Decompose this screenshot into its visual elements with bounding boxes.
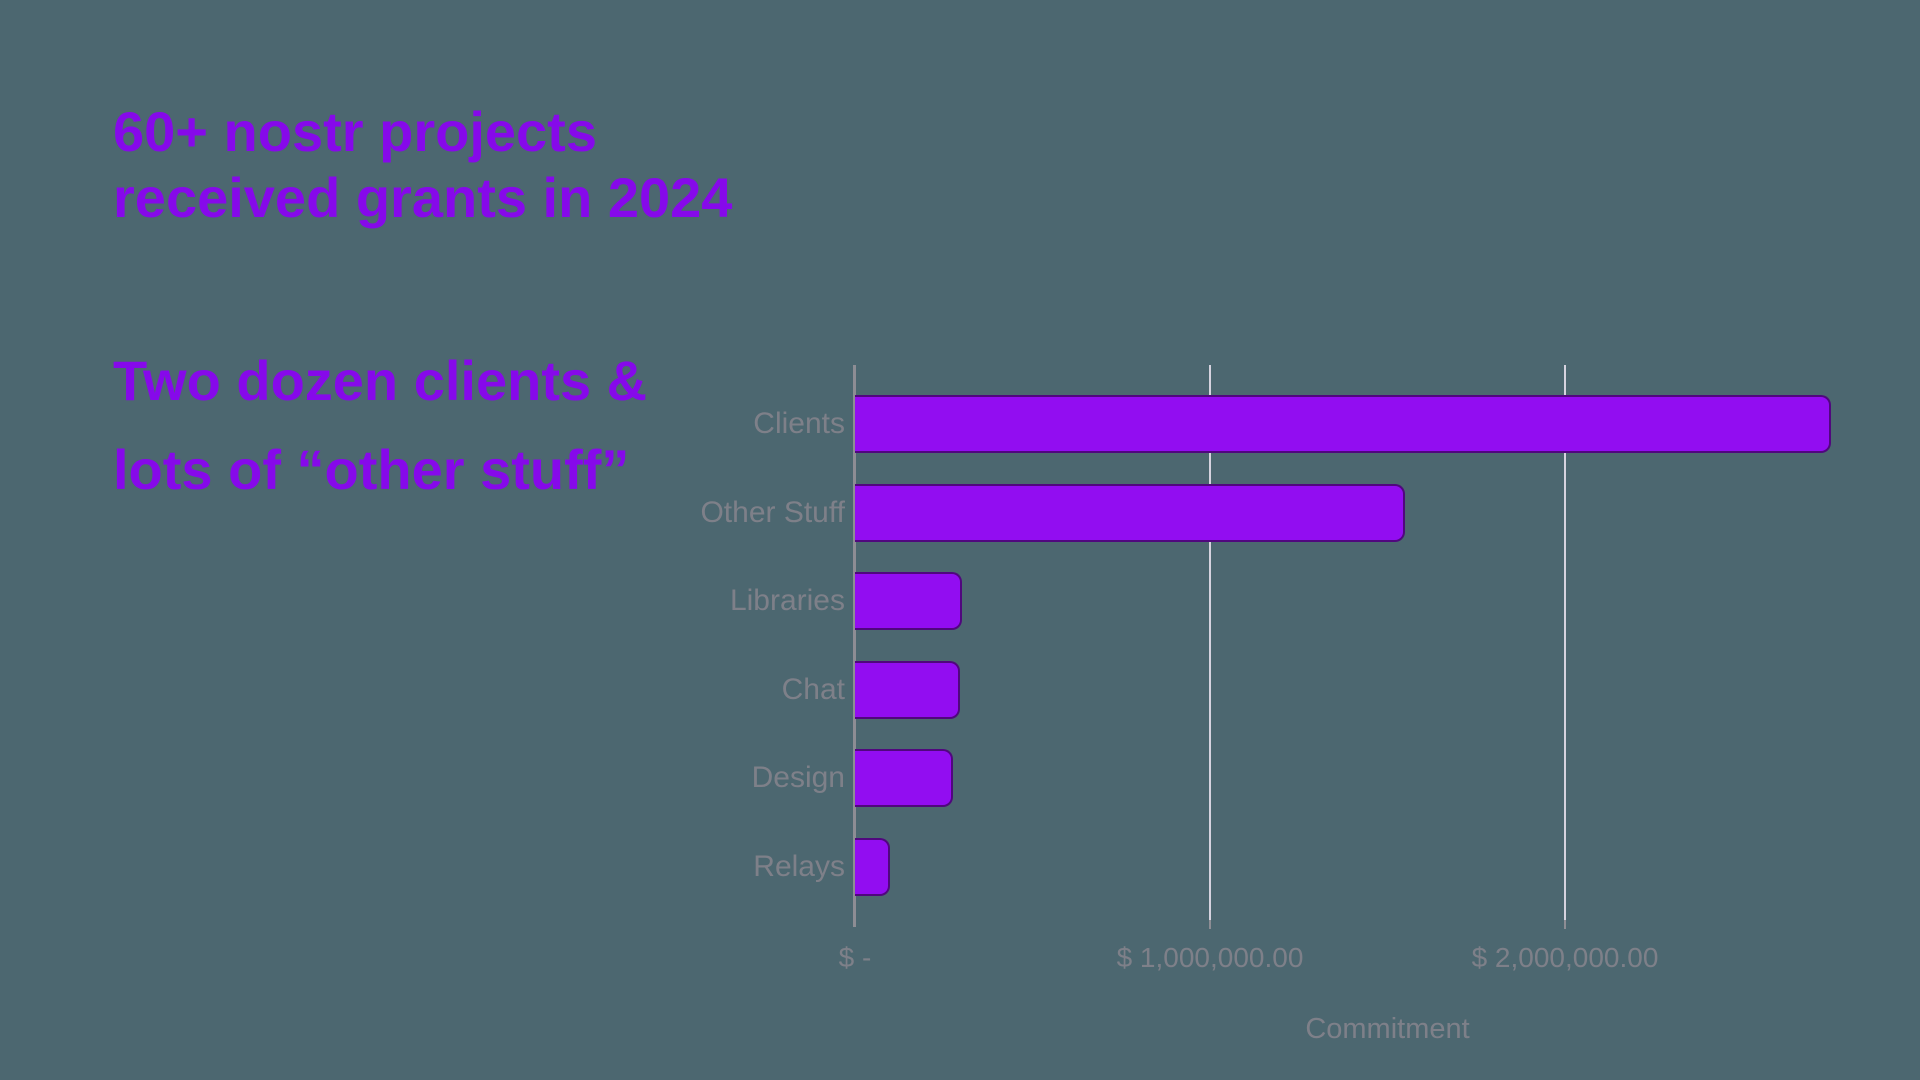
bar-clients	[855, 395, 1832, 453]
bar-design	[855, 749, 953, 808]
headline-line2: received grants in 2024	[113, 166, 733, 229]
headline-line1: 60+ nostr projects	[113, 100, 597, 163]
x-tick-label-0: $ -	[838, 942, 872, 973]
gridline-1000000	[1209, 365, 1211, 920]
gridline-2000000	[1564, 365, 1566, 920]
x-tick-label-1000000: $ 1,000,000.00	[1116, 942, 1304, 973]
bar-relays	[855, 838, 890, 896]
subheadline: Two dozen clients & lots of “other stuff…	[113, 336, 647, 514]
x-tick-label-2000000: $ 2,000,000.00	[1471, 942, 1659, 973]
category-label-libraries: Libraries	[729, 584, 845, 618]
category-label-design: Design	[751, 761, 845, 795]
category-label-chat: Chat	[781, 672, 845, 706]
plot-area	[853, 365, 1920, 929]
bar-libraries	[855, 572, 962, 631]
subheadline-line2: lots of “other stuff”	[113, 438, 630, 501]
category-label-relays: Relays	[753, 850, 845, 883]
category-label-other-stuff: Other Stuff	[700, 495, 845, 529]
y-axis-line	[853, 365, 856, 927]
subheadline-line1: Two dozen clients &	[113, 349, 648, 412]
category-label-clients: Clients	[753, 407, 845, 440]
x-axis-title: Commitment	[1305, 1013, 1470, 1045]
tick-mark-2000000	[1564, 920, 1566, 929]
bar-other-stuff	[855, 483, 1406, 542]
headline: 60+ nostr projects received grants in 20…	[113, 99, 732, 231]
tick-mark-1000000	[1209, 920, 1211, 929]
bar-chat	[855, 660, 960, 719]
